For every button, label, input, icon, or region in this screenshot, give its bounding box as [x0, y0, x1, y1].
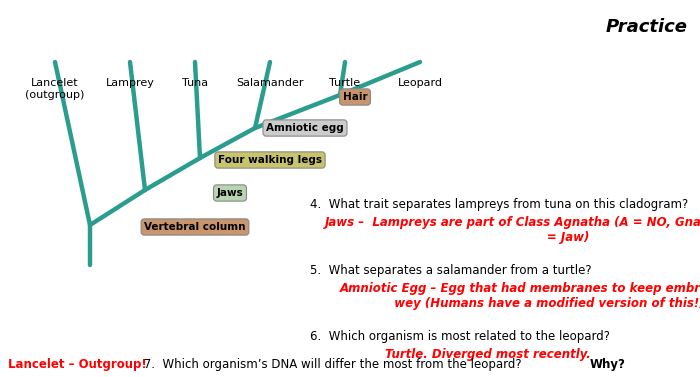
- Text: Lancelet
(outgroup): Lancelet (outgroup): [25, 78, 85, 100]
- Text: 7.  Which organism’s DNA will differ the most from the leopard?: 7. Which organism’s DNA will differ the …: [140, 358, 529, 371]
- Text: Lancelet – Outgroup!: Lancelet – Outgroup!: [8, 358, 147, 371]
- Text: Tuna: Tuna: [182, 78, 208, 88]
- Text: 6.  Which organism is most related to the leopard?: 6. Which organism is most related to the…: [310, 330, 610, 343]
- Text: Vertebral column: Vertebral column: [144, 222, 246, 232]
- Text: Amniotic Egg – Egg that had membranes to keep embryo
          wey (Humans have : Amniotic Egg – Egg that had membranes to…: [340, 282, 700, 310]
- Text: Four walking legs: Four walking legs: [218, 155, 322, 165]
- Text: 4.  What trait separates lampreys from tuna on this cladogram?: 4. What trait separates lampreys from tu…: [310, 198, 688, 211]
- Text: Jaws –  Lampreys are part of Class Agnatha (A = NO, Gnath
                      : Jaws – Lampreys are part of Class Agnath…: [325, 216, 700, 244]
- Text: 5.  What separates a salamander from a turtle?: 5. What separates a salamander from a tu…: [310, 264, 592, 277]
- Text: Salamander: Salamander: [237, 78, 304, 88]
- Text: Amniotic egg: Amniotic egg: [266, 123, 344, 133]
- Text: Practice: Practice: [606, 18, 688, 36]
- Text: Why?: Why?: [590, 358, 626, 371]
- Text: Turtle: Turtle: [330, 78, 360, 88]
- Text: Turtle. Diverged most recently.: Turtle. Diverged most recently.: [385, 348, 591, 361]
- Text: Hair: Hair: [343, 92, 368, 102]
- Text: Jaws: Jaws: [216, 188, 244, 198]
- Text: Leopard: Leopard: [398, 78, 442, 88]
- Text: Lamprey: Lamprey: [106, 78, 155, 88]
